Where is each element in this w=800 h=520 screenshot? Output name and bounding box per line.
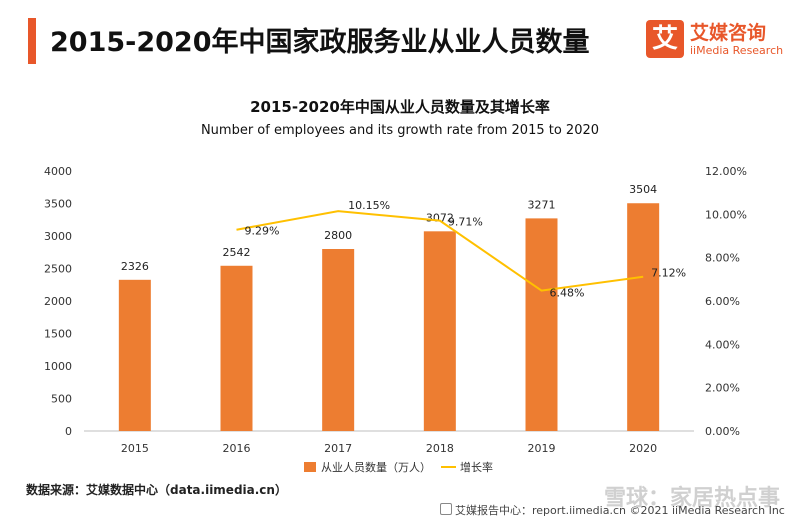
y-left-tick-label: 3500 bbox=[44, 198, 72, 211]
y-right-tick-label: 10.00% bbox=[705, 208, 747, 221]
chart-subtitle: Number of employees and its growth rate … bbox=[200, 123, 600, 138]
page-title: 2015-2020年中国家政服务业从业人员数量 bbox=[50, 27, 590, 58]
y-left-tick-label: 2000 bbox=[44, 295, 72, 308]
bar-value-label: 3072 bbox=[426, 211, 454, 224]
chart-title: 2015-2020年中国从业人员数量及其增长率 bbox=[250, 98, 550, 116]
line-value-label: 9.71% bbox=[448, 216, 483, 229]
y-left-tick-label: 4000 bbox=[44, 165, 72, 178]
report-icon bbox=[440, 503, 452, 515]
watermark: 雪球：家居热点事 bbox=[603, 486, 780, 511]
footer-text: 艾媒报告中心：report.iimedia.cn ©2021 iiMedia R… bbox=[455, 504, 785, 517]
y-right-tick-label: 2.00% bbox=[705, 382, 740, 395]
y-left-tick-label: 3000 bbox=[44, 230, 72, 243]
x-tick-label: 2018 bbox=[426, 442, 454, 455]
data-source: 数据来源：艾媒数据中心（data.iimedia.cn） bbox=[26, 483, 287, 497]
brand-logo: 艾 艾媒咨询 iiMedia Research bbox=[646, 18, 786, 64]
x-tick-label: 2017 bbox=[324, 442, 352, 455]
bar-value-label: 3271 bbox=[528, 198, 556, 211]
footer: 艾媒报告中心：report.iimedia.cn ©2021 iiMedia R… bbox=[440, 502, 785, 518]
line-value-label: 9.29% bbox=[245, 225, 280, 238]
bar bbox=[423, 231, 456, 431]
legend-bar-swatch bbox=[304, 462, 316, 472]
y-right-tick-label: 0.00% bbox=[705, 425, 740, 438]
y-right-tick-label: 12.00% bbox=[705, 165, 747, 178]
bar-value-label: 2326 bbox=[121, 260, 149, 273]
legend-bar-label: 从业人员数量（万人） bbox=[321, 461, 431, 474]
bar-value-label: 2542 bbox=[223, 246, 251, 259]
y-left-tick-label: 0 bbox=[65, 425, 72, 438]
y-left-tick-label: 2500 bbox=[44, 263, 72, 276]
y-right-tick-label: 4.00% bbox=[705, 338, 740, 351]
x-tick-label: 2020 bbox=[629, 442, 657, 455]
y-left-tick-label: 1500 bbox=[44, 328, 72, 341]
title-accent-bar bbox=[28, 18, 36, 64]
growth-rate-line bbox=[236, 210, 644, 292]
bar bbox=[220, 265, 253, 431]
line-value-label: 6.48% bbox=[550, 287, 585, 300]
y-left-tick-label: 500 bbox=[51, 393, 72, 406]
bar bbox=[627, 203, 660, 431]
line-value-label: 10.15% bbox=[348, 199, 390, 212]
bar bbox=[525, 218, 558, 431]
logo-icon: 艾 bbox=[646, 20, 684, 58]
legend-line-label: 增长率 bbox=[460, 460, 493, 474]
x-tick-label: 2019 bbox=[528, 442, 556, 455]
logo-name-cn: 艾媒咨询 bbox=[690, 22, 767, 44]
logo-name-en: iiMedia Research bbox=[690, 44, 784, 57]
x-tick-label: 2015 bbox=[121, 442, 149, 455]
y-right-tick-label: 6.00% bbox=[705, 295, 740, 308]
bar bbox=[322, 249, 355, 431]
line-value-label: 7.12% bbox=[651, 267, 686, 280]
bar-value-label: 2800 bbox=[324, 229, 352, 242]
y-left-tick-label: 1000 bbox=[44, 360, 72, 373]
x-tick-label: 2016 bbox=[223, 442, 251, 455]
y-right-tick-label: 8.00% bbox=[705, 252, 740, 265]
bar-value-label: 3504 bbox=[629, 183, 657, 196]
bar bbox=[118, 279, 151, 431]
